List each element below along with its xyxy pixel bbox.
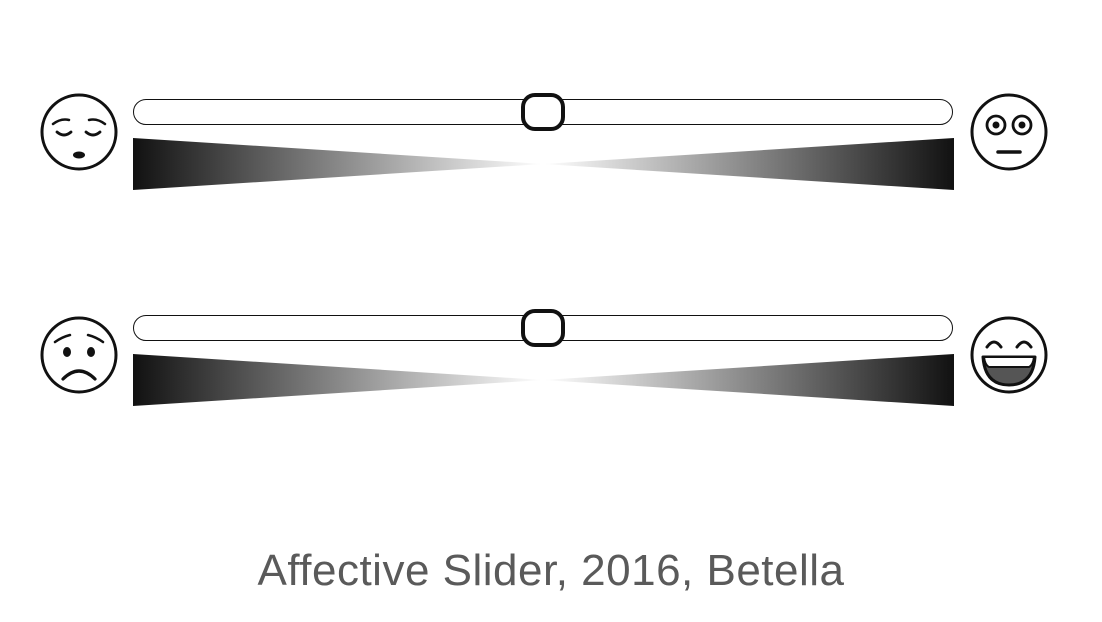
arousal-slider [0,92,1102,202]
valence-slider-thumb[interactable] [521,309,565,347]
figure-caption: Affective Slider, 2016, Betella [257,546,845,595]
sleepy-face-icon [39,92,119,172]
arousal-intensity-wedges [133,137,954,191]
valence-intensity-wedges [133,353,954,407]
valence-slider [0,308,1102,418]
arousal-slider-thumb[interactable] [521,93,565,131]
grinning-face-icon [969,315,1049,395]
sad-face-icon [39,315,119,395]
wide-eyed-face-icon [969,92,1049,172]
